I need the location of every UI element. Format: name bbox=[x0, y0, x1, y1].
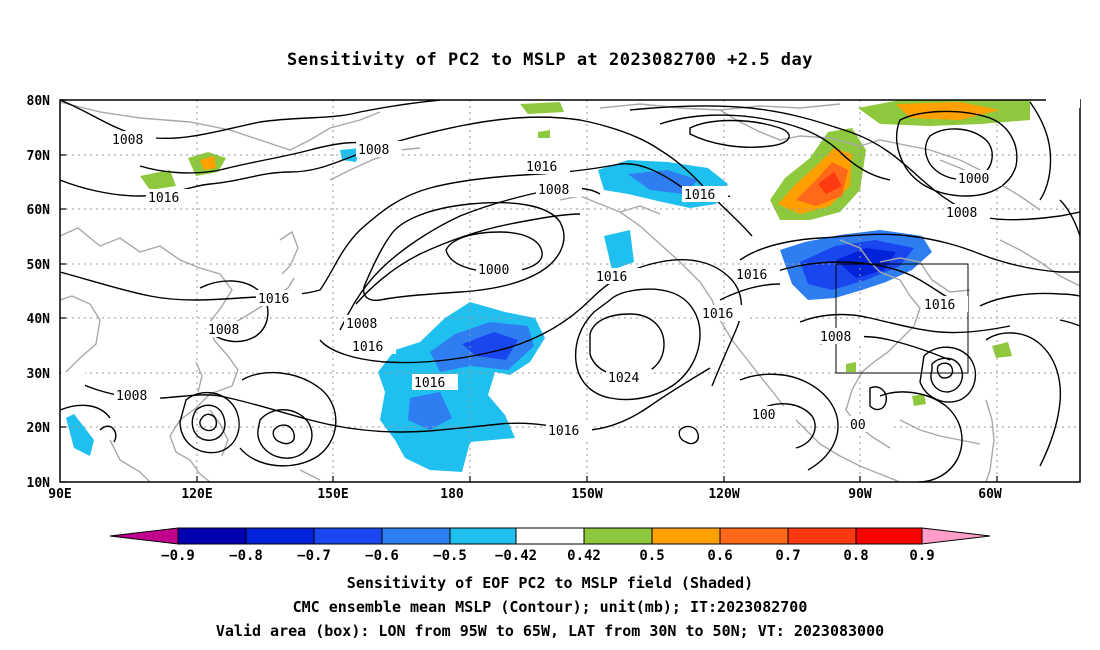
map-frame bbox=[59, 99, 1081, 483]
lat-label-40n: 40N bbox=[27, 312, 51, 327]
caption-line-3: Valid area (box): LON from 95W to 65W, L… bbox=[215, 622, 885, 640]
colorbar-seg-6 bbox=[515, 527, 585, 545]
colorbar-label: 0.5 bbox=[639, 548, 664, 564]
contour-label: 1016 bbox=[352, 340, 383, 355]
contour-label: 1024 bbox=[608, 371, 639, 386]
contour-label: 1016 bbox=[548, 424, 579, 439]
lat-label-30n: 30N bbox=[27, 367, 51, 382]
colorbar-seg-4 bbox=[381, 527, 451, 545]
lat-label-80n: 80N bbox=[27, 94, 51, 109]
contour-label: 1008 bbox=[538, 183, 569, 198]
lon-label-180: 180 bbox=[440, 487, 464, 502]
colorbar-label: −0.5 bbox=[433, 548, 467, 564]
colorbar-seg-2 bbox=[245, 527, 315, 545]
lon-label-90w: 90W bbox=[848, 487, 872, 502]
contour-label: 1016 bbox=[148, 191, 179, 206]
colorbar-label: 0.6 bbox=[707, 548, 732, 564]
lon-label-120e: 120E bbox=[181, 487, 212, 502]
colorbar-label: −0.42 bbox=[495, 548, 537, 564]
colorbar-label: 0.42 bbox=[567, 548, 601, 564]
lat-label-50n: 50N bbox=[27, 258, 51, 273]
contour-labels: 1008 1016 1008 1016 1016 1008 1000 1016 … bbox=[110, 131, 1002, 439]
colorbar-seg-7 bbox=[583, 527, 653, 545]
colorbar: −0.9 −0.8 −0.7 −0.6 −0.5 −0.42 0.42 0.5 … bbox=[109, 527, 991, 564]
valid-area-box bbox=[835, 263, 969, 374]
contour-label: 1016 bbox=[258, 292, 289, 307]
negative-sensitivity-north-pacific bbox=[66, 148, 728, 456]
colorbar-label: −0.7 bbox=[297, 548, 331, 564]
coastlines bbox=[60, 101, 1080, 482]
lon-label-120w: 120W bbox=[708, 487, 739, 502]
colorbar-label: −0.6 bbox=[365, 548, 399, 564]
map-title: Sensitivity of PC2 to MSLP at 2023082700… bbox=[286, 50, 813, 70]
axis-ticks bbox=[60, 99, 998, 483]
edge-contour-labels bbox=[61, 94, 1080, 388]
contour-label: 1016 bbox=[596, 270, 627, 285]
contour-label: 1008 bbox=[358, 143, 389, 158]
colorbar-seg-11 bbox=[855, 527, 923, 545]
lon-label-60w: 60W bbox=[978, 487, 1002, 502]
contour-label: 1008 bbox=[346, 317, 377, 332]
colorbar-seg-10 bbox=[787, 527, 857, 545]
colorbar-seg-9 bbox=[719, 527, 789, 545]
colorbar-seg-3 bbox=[313, 527, 383, 545]
colorbar-label: 0.7 bbox=[775, 548, 800, 564]
contour-label: 1008 bbox=[112, 133, 143, 148]
colorbar-label: 0.8 bbox=[843, 548, 868, 564]
longitude-labels: 90E 120E 150E 180 150W 120W 90W 60W bbox=[48, 487, 1002, 502]
contour-label: 1016 bbox=[924, 298, 955, 313]
lon-label-150e: 150E bbox=[317, 487, 348, 502]
latitude-labels: 80N 70N 60N 50N 40N 30N 20N 10N bbox=[27, 94, 51, 491]
contour-label: 1008 bbox=[208, 323, 239, 338]
contour-label: 1016 bbox=[414, 376, 445, 391]
caption-line-1: Sensitivity of EOF PC2 to MSLP field (Sh… bbox=[346, 574, 754, 592]
contour-label: 1016 bbox=[684, 188, 715, 203]
contour-label: 1016 bbox=[702, 307, 733, 322]
contour-label: 100 bbox=[752, 408, 775, 423]
lat-label-20n: 20N bbox=[27, 421, 51, 436]
colorbar-label: 0.9 bbox=[909, 548, 934, 564]
contour-label: 1016 bbox=[736, 268, 767, 283]
lat-label-70n: 70N bbox=[27, 149, 51, 164]
contour-label: 1000 bbox=[478, 263, 509, 278]
colorbar-seg-1 bbox=[177, 527, 247, 545]
lon-label-90e: 90E bbox=[48, 487, 71, 502]
contour-label: 1008 bbox=[116, 389, 147, 404]
contour-label: 1016 bbox=[526, 160, 557, 175]
colorbar-label: −0.9 bbox=[161, 548, 195, 564]
colorbar-seg-8 bbox=[651, 527, 721, 545]
colorbar-seg-5 bbox=[449, 527, 517, 545]
contour-label: 1000 bbox=[958, 172, 989, 187]
colorbar-right-triangle bbox=[921, 527, 991, 545]
colorbar-label: −0.8 bbox=[229, 548, 263, 564]
contour-label: 00 bbox=[850, 418, 866, 433]
lon-label-150w: 150W bbox=[571, 487, 602, 502]
caption-line-2: CMC ensemble mean MSLP (Contour); unit(m… bbox=[292, 598, 808, 616]
positive-sensitivity-canada-arctic bbox=[140, 100, 1030, 406]
contour-label: 1008 bbox=[946, 206, 977, 221]
lat-label-60n: 60N bbox=[27, 203, 51, 218]
contour-label: 1008 bbox=[820, 330, 851, 345]
colorbar-left-triangle bbox=[109, 527, 179, 545]
negative-sensitivity-central-pacific bbox=[378, 302, 545, 472]
lat-label-10n: 10N bbox=[27, 476, 51, 491]
